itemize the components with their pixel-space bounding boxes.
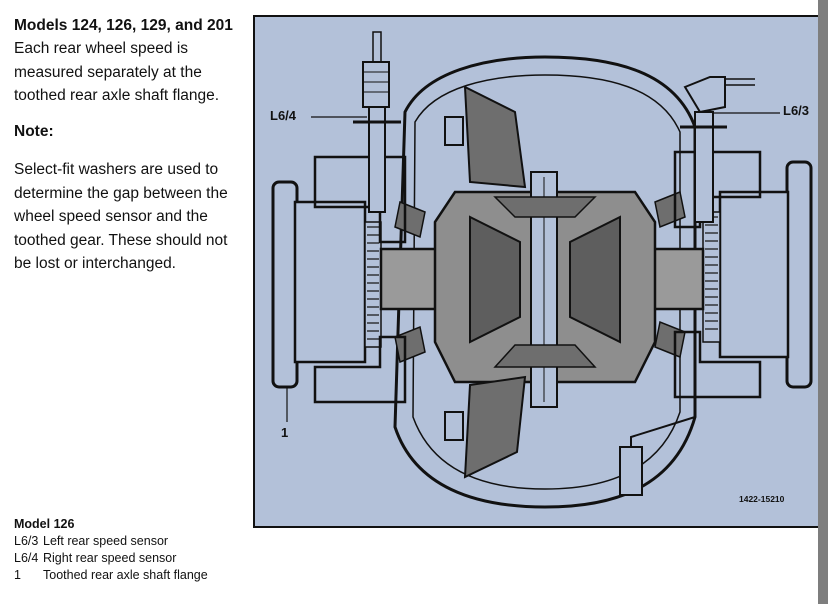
- note-title: Note:: [14, 122, 54, 140]
- legend-description: Right rear speed sensor: [43, 551, 177, 565]
- models-heading: Models 124, 126, 129, and 201: [14, 17, 233, 34]
- legend-code: 1: [14, 568, 21, 582]
- legend-description: Left rear speed sensor: [43, 534, 169, 548]
- legend-title: Model 126: [14, 517, 75, 531]
- callout-left-sensor: L6/4: [270, 108, 297, 123]
- legend-code: L6/4: [14, 551, 39, 565]
- intro-paragraph: Each rear wheel speed is measured separa…: [14, 40, 220, 104]
- legend-code: L6/3: [14, 534, 39, 548]
- legend-item: 1 Toothed rear axle shaft flange: [14, 567, 244, 584]
- callout-flange: 1: [281, 425, 289, 440]
- legend-description: Toothed rear axle shaft flange: [43, 568, 208, 582]
- note-paragraph: Select-fit washers are used to determine…: [14, 161, 228, 272]
- differential-cutaway-figure: L6/4 L6/3 1 1422-15210: [253, 15, 824, 528]
- callout-right-sensor: L6/3: [783, 103, 810, 118]
- legend: Model 126 L6/3 Left rear speed sensor L6…: [14, 516, 244, 584]
- differential-drawing: [271, 31, 813, 509]
- page-edge: [818, 0, 828, 604]
- legend-item: L6/3 Left rear speed sensor: [14, 533, 244, 550]
- figure-number: 1422-15210: [739, 494, 785, 504]
- legend-item: L6/4 Right rear speed sensor: [14, 550, 244, 567]
- description-column: Models 124, 126, 129, and 201 Each rear …: [14, 14, 244, 276]
